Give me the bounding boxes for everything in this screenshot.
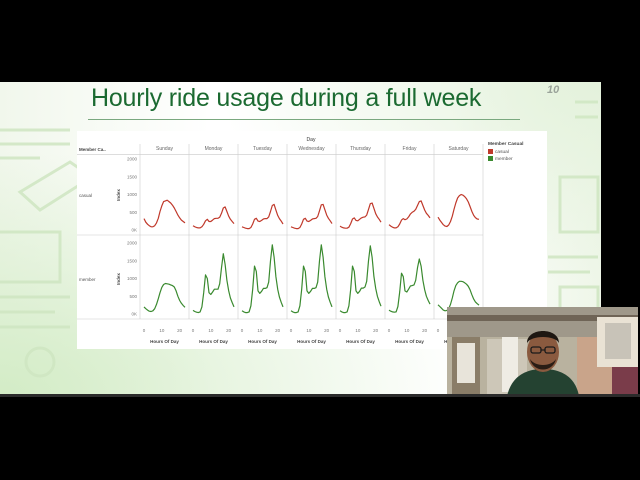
x-tick-label: 0 xyxy=(290,328,293,333)
series-line-casual-monday xyxy=(192,206,235,229)
series-line-member-tuesday xyxy=(241,244,284,314)
day-header-sunday: Sunday xyxy=(156,146,173,152)
y-tick-label: 1000 xyxy=(127,276,138,281)
x-tick-label: 20 xyxy=(422,328,428,333)
x-tick-label: 10 xyxy=(208,328,214,333)
x-tick-label: 20 xyxy=(373,328,379,333)
x-tick-label: 10 xyxy=(257,328,263,333)
y-tick-label: 2000 xyxy=(127,241,138,246)
x-axis-label: Hours Of Day xyxy=(346,339,375,344)
x-tick-label: 20 xyxy=(177,328,183,333)
y-axis-label: Index xyxy=(116,273,121,285)
row-label-member: member xyxy=(79,277,96,282)
legend-swatch-casual xyxy=(488,149,493,154)
day-header-friday: Friday xyxy=(403,146,417,152)
title-underline xyxy=(88,119,520,120)
x-axis-label: Hours Of Day xyxy=(248,339,277,344)
series-line-member-monday xyxy=(192,253,235,314)
x-axis-label: Hours Of Day xyxy=(395,339,424,344)
y-tick-label: 0K xyxy=(131,312,137,317)
legend-swatch-member xyxy=(488,156,493,161)
x-tick-label: 20 xyxy=(226,328,232,333)
x-tick-label: 0 xyxy=(241,328,244,333)
x-tick-label: 20 xyxy=(324,328,330,333)
series-line-casual-sunday xyxy=(143,199,186,228)
webcam-video xyxy=(447,307,638,396)
row-header-label: Member Ca.. xyxy=(79,147,106,152)
x-tick-label: 0 xyxy=(388,328,391,333)
series-line-casual-friday xyxy=(388,200,431,229)
series-line-member-friday xyxy=(388,258,431,313)
x-tick-label: 10 xyxy=(355,328,361,333)
day-header-monday: Monday xyxy=(205,146,223,152)
slide-number: 10 xyxy=(547,84,560,96)
series-line-casual-tuesday xyxy=(241,203,284,230)
y-tick-label: 500 xyxy=(129,210,137,215)
day-header-wednesday: Wednesday xyxy=(298,146,325,152)
series-line-casual-wednesday xyxy=(290,203,333,230)
y-tick-label: 500 xyxy=(129,294,137,299)
day-header-saturday: Saturday xyxy=(448,146,469,152)
x-axis-label: Hours Of Day xyxy=(199,339,228,344)
legend-label-casual: casual xyxy=(495,149,509,155)
series-line-member-wednesday xyxy=(290,244,333,314)
series-line-member-saturday xyxy=(437,280,480,312)
y-tick-label: 1500 xyxy=(127,258,138,263)
slide-title: Hourly ride usage during a full week xyxy=(91,84,482,112)
y-tick-label: 1000 xyxy=(127,192,138,197)
x-tick-label: 10 xyxy=(306,328,312,333)
series-line-member-thursday xyxy=(339,245,382,314)
y-tick-label: 1500 xyxy=(127,174,138,179)
series-line-casual-thursday xyxy=(339,202,382,229)
column-header-label: Day xyxy=(307,137,316,143)
x-tick-label: 0 xyxy=(339,328,342,333)
y-tick-label: 2000 xyxy=(127,157,138,162)
y-axis-label: Index xyxy=(116,189,121,201)
x-tick-label: 0 xyxy=(437,328,440,333)
x-tick-label: 20 xyxy=(275,328,281,333)
background-decoration xyxy=(0,100,600,378)
y-tick-label: 0K xyxy=(131,228,137,233)
x-tick-label: 10 xyxy=(404,328,410,333)
x-axis-label: Hours Of Day xyxy=(297,339,326,344)
series-line-casual-saturday xyxy=(437,193,480,228)
day-header-thursday: Thursday xyxy=(350,146,371,152)
row-label-casual: casual xyxy=(79,193,92,198)
legend-title: Member Casual xyxy=(488,141,523,147)
day-header-tuesday: Tuesday xyxy=(253,146,272,152)
series-line-member-sunday xyxy=(143,282,186,313)
legend-label-member: member xyxy=(495,156,513,162)
x-axis-label: Hours Of Day xyxy=(150,339,179,344)
bottom-bar xyxy=(0,394,640,397)
x-tick-label: 10 xyxy=(159,328,165,333)
webcam-overlay xyxy=(447,307,638,396)
x-tick-label: 0 xyxy=(143,328,146,333)
x-tick-label: 0 xyxy=(192,328,195,333)
